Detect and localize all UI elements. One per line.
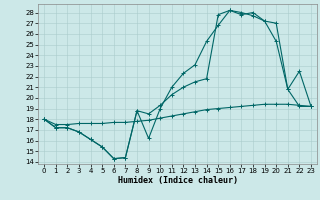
X-axis label: Humidex (Indice chaleur): Humidex (Indice chaleur) [118, 176, 238, 185]
